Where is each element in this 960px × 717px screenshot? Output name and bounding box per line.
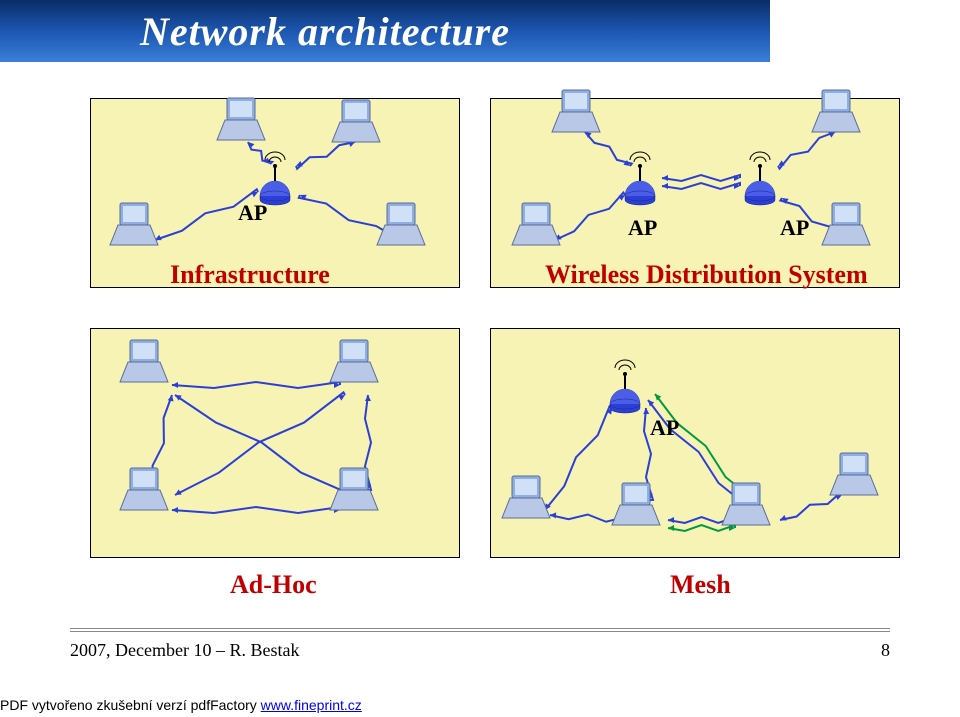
- footer-page-number: 8: [881, 640, 890, 661]
- pdf-watermark-link[interactable]: www.fineprint.cz: [261, 697, 362, 713]
- laptop-icon: [722, 483, 770, 525]
- laptop-icon: [330, 340, 378, 382]
- laptop-icon: [812, 90, 860, 132]
- ap-label: AP: [628, 215, 657, 241]
- laptop-icon: [502, 476, 550, 518]
- slide: Network architecture Infrastructure Wire…: [0, 0, 960, 717]
- laptop-icon: [120, 340, 168, 382]
- laptop-icon: [217, 98, 265, 140]
- access-point-icon: [610, 360, 640, 413]
- access-point-icon: [745, 152, 775, 205]
- laptop-icon: [612, 483, 660, 525]
- laptop-icon: [110, 203, 158, 245]
- laptop-icon: [120, 468, 168, 510]
- laptop-icon: [552, 90, 600, 132]
- network-canvas: [0, 0, 960, 717]
- pdf-watermark-text: PDF vytvořeno zkušební verzí pdfFactory: [0, 697, 261, 713]
- footer-author-date: 2007, December 10 – R. Bestak: [70, 640, 299, 661]
- laptop-icon: [830, 453, 878, 495]
- laptop-icon: [822, 203, 870, 245]
- footer-divider: [70, 628, 890, 632]
- ap-label: AP: [780, 215, 809, 241]
- access-point-icon: [625, 152, 655, 205]
- ap-label: AP: [650, 415, 679, 441]
- pdf-watermark: PDF vytvořeno zkušební verzí pdfFactory …: [0, 697, 362, 713]
- laptop-icon: [377, 203, 425, 245]
- laptop-icon: [332, 100, 380, 142]
- ap-label: AP: [238, 200, 267, 226]
- laptop-icon: [512, 203, 560, 245]
- access-point-icon: [260, 152, 290, 205]
